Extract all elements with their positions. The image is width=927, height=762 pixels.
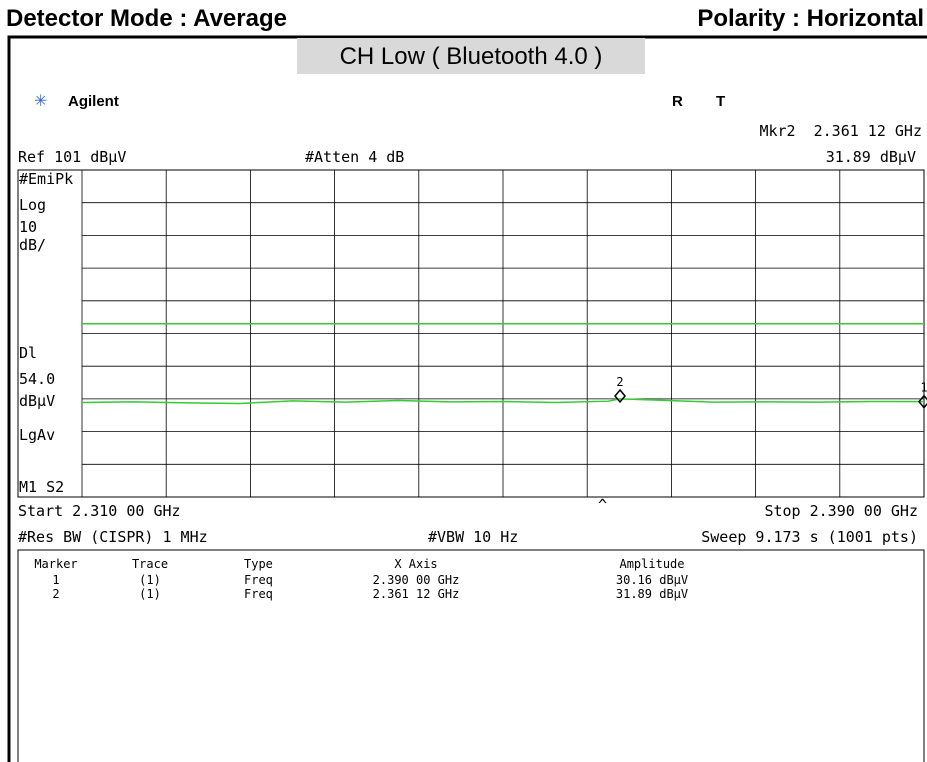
table-cell: (1)	[139, 573, 161, 587]
status-r: R	[672, 93, 683, 110]
caret: ^	[598, 496, 607, 514]
logo-icon: ✳	[34, 93, 47, 110]
sweep: Sweep 9.173 s (1001 pts)	[701, 528, 918, 546]
brand: Agilent	[68, 93, 119, 110]
status-t: T	[716, 93, 725, 110]
marker-table	[17, 549, 925, 762]
side-label: Dl	[19, 344, 37, 362]
attenuation: #Atten 4 dB	[305, 148, 404, 166]
vbw: #VBW 10 Hz	[428, 528, 518, 546]
side-label: dB/	[19, 236, 46, 254]
side-label: 10	[19, 218, 37, 236]
marker	[614, 388, 627, 404]
polarity: Polarity : Horizontal	[697, 5, 924, 32]
table-cell: 1	[52, 573, 59, 587]
table-header: Amplitude	[619, 557, 684, 571]
side-label: dBµV	[19, 392, 55, 410]
table-cell: 2.390 00 GHz	[373, 573, 460, 587]
rbw: #Res BW (CISPR) 1 MHz	[18, 528, 208, 546]
table-cell: Freq	[244, 573, 273, 587]
start-freq: Start 2.310 00 GHz	[18, 502, 181, 520]
side-label: 54.0	[19, 370, 55, 388]
detector-mode: Detector Mode : Average	[6, 5, 287, 32]
marker-label: 1	[920, 381, 927, 395]
table-cell: 31.89 dBµV	[616, 587, 688, 601]
frame	[7, 35, 927, 762]
side-label: M1 S2	[19, 478, 64, 496]
table-header: Trace	[132, 557, 168, 571]
table-header: Marker	[34, 557, 77, 571]
table-header: X Axis	[394, 557, 437, 571]
banner: CH Low ( Bluetooth 4.0 )	[340, 43, 603, 70]
table-cell: Freq	[244, 587, 273, 601]
table-cell: 2	[52, 587, 59, 601]
banner-bg	[297, 38, 645, 74]
marker	[918, 394, 927, 409]
trace	[81, 398, 925, 405]
stop-freq: Stop 2.390 00 GHz	[764, 502, 918, 520]
table-cell: 2.361 12 GHz	[373, 587, 460, 601]
side-label: #EmiPk	[19, 170, 73, 188]
amplitude-readout: 31.89 dBµV	[826, 148, 916, 166]
marker-label: 2	[616, 375, 623, 389]
side-label: LgAv	[19, 426, 55, 444]
table-cell: (1)	[139, 587, 161, 601]
marker-readout: Mkr2 2.361 12 GHz	[759, 122, 922, 140]
table-header: Type	[244, 557, 273, 571]
side-label: Log	[19, 196, 46, 214]
ref-level: Ref 101 dBµV	[18, 148, 126, 166]
table-cell: 30.16 dBµV	[616, 573, 688, 587]
